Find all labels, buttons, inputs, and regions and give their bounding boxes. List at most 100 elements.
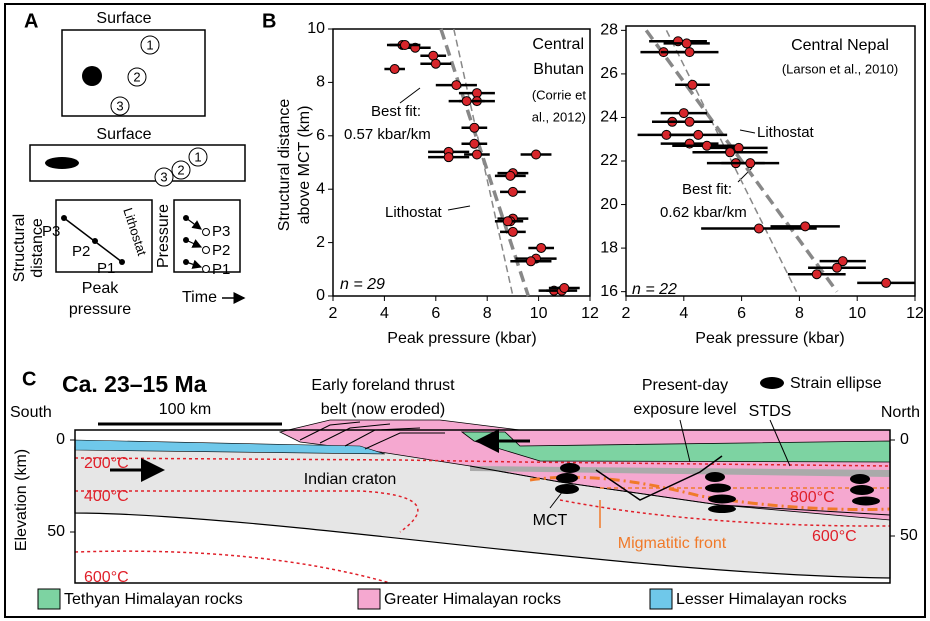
section-frame — [74, 429, 891, 584]
annotation: MCT — [533, 512, 568, 529]
y-tick-label: 28 — [600, 22, 618, 39]
annotation: Best fit: — [682, 181, 732, 198]
panel-label: C — [22, 368, 36, 390]
annotation: Lithostat — [757, 124, 815, 141]
best-fit-line — [439, 28, 530, 297]
point-label: P2 — [72, 243, 90, 260]
x-label: Peak pressure (kbar) — [387, 330, 536, 347]
data-point — [469, 122, 480, 133]
annotation: Strain ellipse — [790, 375, 882, 392]
y-tick-label: 8 — [316, 74, 325, 91]
data-point — [531, 149, 542, 160]
isotherm-label: 400°C — [84, 488, 129, 505]
panel-label: B — [262, 10, 276, 32]
marker-label: 3 — [160, 169, 167, 184]
y-tick-label: 2 — [316, 234, 325, 251]
point-label: P1 — [212, 261, 230, 278]
isotherm-label: 600°C — [84, 569, 129, 586]
legend-swatch — [357, 588, 381, 610]
point — [202, 265, 210, 273]
chart-title: Bhutan — [533, 61, 584, 78]
marker — [110, 96, 130, 116]
data-point — [536, 242, 547, 253]
data-point — [745, 158, 756, 169]
annotation: Migmatitic front — [618, 535, 727, 552]
annotation: Indian craton — [304, 471, 397, 488]
marker — [171, 160, 191, 180]
direction-label: North — [881, 404, 920, 421]
panel-label: A — [24, 10, 38, 32]
strain-ellipses — [555, 463, 880, 513]
leader-line — [769, 419, 791, 467]
marker — [154, 167, 174, 187]
chart-subtitle: (Corrie et — [532, 87, 587, 102]
leader-line — [399, 87, 421, 104]
surface-label: Surface — [96, 126, 151, 143]
direction-label: South — [10, 404, 52, 421]
y-tick-label: 16 — [600, 283, 618, 300]
annotation: STDS — [749, 403, 792, 420]
data-point — [811, 269, 822, 280]
body — [45, 157, 79, 169]
x-label: Peak pressure (kbar) — [695, 330, 844, 347]
point — [183, 215, 189, 221]
data-point — [753, 223, 764, 234]
point — [202, 228, 210, 236]
x-tick-label: 6 — [737, 305, 746, 322]
y-tick-label: 22 — [600, 152, 618, 169]
y-tick-label: 24 — [600, 109, 618, 126]
marker — [140, 35, 160, 55]
marker-label: 1 — [146, 37, 153, 52]
annotation: belt (now eroded) — [321, 401, 446, 418]
data-point — [461, 96, 472, 107]
marker-label: 2 — [133, 69, 140, 84]
data-point — [471, 149, 482, 160]
y-label: Structural — [11, 214, 28, 282]
marker — [127, 67, 147, 87]
annotation: Lithostat — [385, 204, 443, 221]
point — [119, 259, 125, 265]
point-label: P3 — [42, 223, 60, 240]
data-point — [559, 282, 570, 293]
x-tick-label: 10 — [848, 305, 866, 322]
surface-label: Surface — [96, 10, 151, 27]
x-label: Peak — [82, 280, 119, 297]
x-tick-label: 12 — [906, 305, 924, 322]
x-tick-label: 2 — [622, 305, 631, 322]
point — [183, 237, 189, 243]
point — [183, 259, 189, 265]
section-title: Ca. 23–15 Ma — [62, 371, 207, 397]
scale-label: 100 km — [159, 401, 211, 418]
best-fit-line — [644, 29, 839, 293]
data-point — [399, 40, 410, 51]
data-point — [684, 47, 695, 58]
legend-label: Lesser Himalayan rocks — [676, 591, 847, 608]
y-tick-label: 10 — [307, 20, 325, 37]
line-label: Lithostat — [120, 206, 150, 258]
chart-subtitle: al., 2012) — [532, 109, 586, 124]
marker-label: 3 — [116, 98, 123, 113]
data-point — [725, 147, 736, 158]
x-label: pressure — [69, 301, 131, 318]
figure-border — [4, 3, 926, 618]
legend-label: Greater Himalayan rocks — [384, 591, 561, 608]
isotherms — [74, 457, 891, 584]
annotation: exposure level — [633, 401, 736, 418]
point — [92, 238, 98, 244]
annotation: Present-day — [642, 377, 728, 394]
chart-title: Central Nepal — [791, 37, 889, 54]
isotherm-label: 600°C — [812, 528, 857, 545]
sample-count: n = 22 — [632, 281, 677, 298]
x-tick-label: 8 — [483, 305, 492, 322]
exposure-level — [595, 455, 723, 501]
data-point — [525, 256, 536, 267]
legend-ellipse — [760, 377, 784, 389]
point — [202, 246, 210, 254]
data-point — [451, 80, 462, 91]
annotation: Best fit: — [371, 103, 421, 120]
panel-c: C Ca. 23–15 Ma Early foreland thrust bel… — [10, 368, 920, 586]
x-tick-label: 12 — [581, 305, 599, 322]
data-point — [389, 64, 400, 75]
x-tick-label: 2 — [329, 305, 338, 322]
y-label: Structural distance — [276, 99, 293, 232]
